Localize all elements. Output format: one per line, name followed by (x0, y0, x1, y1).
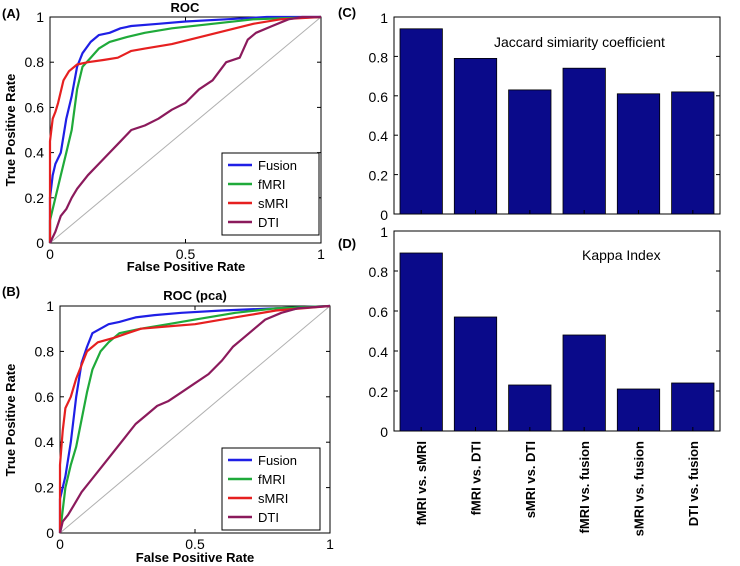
y-tick-label: 0.4 (369, 128, 389, 144)
y-tick-label: 1 (46, 298, 54, 314)
y-tick-label: 0.8 (35, 343, 55, 359)
chance-diagonal-line (59, 305, 331, 534)
category-label: fMRI vs. sMRI (414, 441, 429, 526)
y-tick-label: 0.2 (25, 190, 45, 206)
panel-label: (C) (338, 5, 356, 20)
legend-label-dti: DTI (258, 215, 279, 230)
legend-label-dti: DTI (258, 510, 279, 525)
roc-curve-fmri (58, 304, 331, 534)
chance-diagonal-line (49, 16, 322, 244)
y-tick-label: 0 (380, 424, 388, 440)
bar-1 (399, 252, 443, 432)
legend-label-smri: sMRI (258, 491, 288, 506)
bar-panel-D: 0 0.2 0.4 0.6 0.8 1 fMRI vs. sMRI fMRI vs. DTI s… (338, 224, 721, 536)
chart-title: ROC (171, 0, 201, 15)
plot-frame (393, 230, 721, 432)
chart-title: ROC (pca) (163, 288, 227, 303)
roc-curve-dti (58, 304, 331, 534)
y-axis-label: True Positive Rate (3, 74, 18, 187)
y-tick-label: 0.8 (369, 264, 389, 280)
y-tick-label: 0.6 (369, 89, 389, 105)
roc-curve-fusion (48, 15, 321, 243)
legend-label-fusion: Fusion (258, 158, 297, 173)
legend-label-smri: sMRI (258, 196, 288, 211)
panel-label: (D) (338, 236, 356, 251)
bar-4 (562, 67, 606, 215)
y-tick-label: 0.2 (369, 168, 389, 184)
y-tick-label: 0.4 (35, 434, 55, 450)
x-axis-label: False Positive Rate (127, 259, 246, 274)
legend: Fusion fMRI sMRI DTI (221, 447, 321, 531)
bar-6 (671, 382, 715, 432)
y-tick-label: 0.8 (25, 54, 45, 70)
y-tick-label: 0.6 (25, 99, 45, 115)
plot-frame (393, 16, 721, 215)
y-tick-label: 1 (36, 9, 44, 25)
bar-1 (399, 28, 443, 215)
bar-5 (616, 93, 661, 215)
x-tick-label: 0 (56, 536, 64, 552)
bar-2 (453, 316, 498, 432)
legend-label-fusion: Fusion (258, 453, 297, 468)
y-axis-label: True Positive Rate (3, 364, 18, 477)
category-label: sMRI vs. fusion (632, 441, 647, 536)
roc-curve-dti (49, 15, 321, 244)
y-tick-label: 0.2 (35, 480, 55, 496)
panel-annotation: Jaccard simiarity coefficient (494, 34, 665, 50)
roc-panel-B: 0 0.2 0.4 0.6 0.8 1 0 0.5 1 ROC (pca) False Positi… (2, 284, 334, 565)
x-tick-label: 1 (326, 536, 334, 552)
y-tick-label: 0.2 (369, 384, 389, 400)
roc-curve-fmri (48, 15, 322, 243)
y-tick-label: 0.6 (369, 304, 389, 320)
y-tick-label: 1 (380, 224, 388, 240)
bar-2 (453, 58, 498, 215)
y-tick-label: 0.6 (35, 389, 55, 405)
bar-5 (616, 388, 661, 432)
y-tick-label: 1 (380, 10, 388, 26)
legend-label-fmri: fMRI (258, 472, 285, 487)
x-tick-label: 0 (46, 246, 54, 262)
x-tick-label: 0.5 (176, 246, 196, 262)
category-label: DTI vs. fusion (686, 441, 701, 526)
category-label: sMRI vs. DTI (523, 441, 538, 518)
x-tick-label: 0.5 (185, 536, 205, 552)
y-tick-label: 0.4 (369, 344, 389, 360)
x-axis-label: False Positive Rate (136, 550, 255, 565)
roc-panel-A: 0 0.2 0.4 0.6 0.8 1 0 0.5 1 ROC False Positive Rat… (2, 0, 325, 274)
bar-3 (508, 384, 552, 432)
y-tick-label: 0 (46, 525, 54, 541)
x-tick-label: 1 (317, 246, 325, 262)
category-label: fMRI vs. DTI (469, 441, 484, 515)
y-tick-label: 0 (380, 207, 388, 223)
y-tick-label: 0 (36, 235, 44, 251)
roc-curve-smri (48, 15, 322, 243)
y-tick-label: 0.4 (25, 145, 45, 161)
bar-4 (562, 334, 606, 432)
bar-3 (508, 89, 552, 215)
legend-label-fmri: fMRI (258, 177, 285, 192)
y-tick-label: 0.8 (369, 49, 389, 65)
category-label: fMRI vs. fusion (577, 441, 592, 534)
panel-label: (A) (2, 6, 20, 21)
bar-6 (671, 91, 715, 215)
panel-label: (B) (2, 284, 20, 299)
bar-panel-C: 0 0.2 0.4 0.6 0.8 1 Jaccard simiarity coeffici… (338, 5, 721, 223)
roc-curve-smri (58, 304, 331, 533)
roc-curve-fusion (58, 304, 331, 533)
legend: Fusion fMRI sMRI DTI (221, 152, 320, 236)
panel-annotation: Kappa Index (582, 247, 661, 263)
